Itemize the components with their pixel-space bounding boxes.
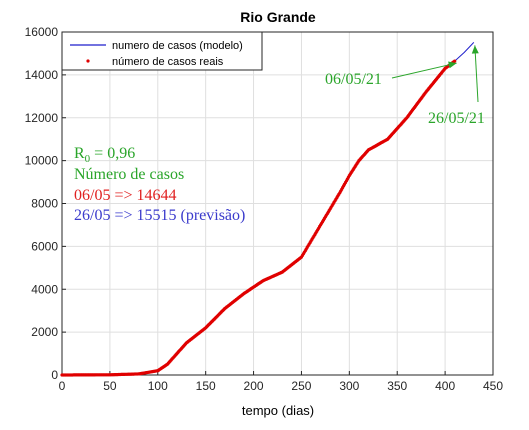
info-block: R0 = 0,96 Número de casos 06/05 => 14644… bbox=[74, 145, 245, 224]
y-tick-label: 16000 bbox=[25, 25, 59, 39]
x-tick-label: 0 bbox=[59, 379, 66, 393]
y-tick-label: 10000 bbox=[25, 154, 59, 168]
y-tick-label: 2000 bbox=[31, 325, 58, 339]
annotation-arrow-forecast-head bbox=[471, 45, 479, 54]
x-tick-label: 100 bbox=[148, 379, 168, 393]
annotation-date-actual: 06/05/21 bbox=[325, 71, 382, 88]
axis-ticks: 0 50 100 150 200 250 300 350 400 450 0 2000 4000 6000… bbox=[25, 25, 504, 393]
r0-value: = 0,96 bbox=[90, 145, 135, 162]
cases-actual-line: 06/05 => 14644 bbox=[74, 187, 177, 204]
y-tick-label: 4000 bbox=[31, 282, 58, 296]
x-tick-label: 50 bbox=[103, 379, 117, 393]
x-tick-label: 300 bbox=[339, 379, 359, 393]
r0-subscript: 0 bbox=[85, 153, 91, 165]
chart-title: Rio Grande bbox=[240, 9, 316, 25]
annotations: 06/05/21 26/05/21 bbox=[325, 45, 485, 127]
cases-heading: Número de casos bbox=[74, 166, 184, 183]
legend: numero de casos (modelo) número de casos… bbox=[61, 31, 263, 71]
x-tick-label: 150 bbox=[196, 379, 216, 393]
r0-main: R bbox=[74, 145, 85, 162]
x-axis-label: tempo (dias) bbox=[242, 403, 314, 418]
cases-forecast-line: 26/05 => 15515 (previsão) bbox=[74, 207, 245, 224]
series-points-reais bbox=[60, 59, 457, 377]
y-tick-label: 12000 bbox=[25, 111, 59, 125]
x-tick-label: 350 bbox=[387, 379, 407, 393]
annotation-arrow-forecast bbox=[474, 45, 479, 103]
y-tick-label: 0 bbox=[51, 368, 58, 382]
grid bbox=[62, 32, 493, 375]
y-tick-label: 14000 bbox=[25, 68, 59, 82]
data-point-reais bbox=[453, 59, 457, 63]
legend-label-modelo: numero de casos (modelo) bbox=[112, 40, 243, 52]
x-tick-label: 400 bbox=[435, 379, 455, 393]
annotation-date-forecast: 26/05/21 bbox=[428, 110, 485, 127]
x-tick-label: 250 bbox=[291, 379, 311, 393]
r0-label: R0 = 0,96 bbox=[74, 145, 135, 165]
x-tick-label: 450 bbox=[483, 379, 503, 393]
x-tick-label: 200 bbox=[244, 379, 264, 393]
legend-box bbox=[61, 31, 263, 71]
annotation-arrows bbox=[391, 45, 479, 103]
legend-label-reais: número de casos reais bbox=[112, 56, 224, 68]
legend-dot-marker bbox=[86, 59, 90, 63]
annotation-arrow-actual-head bbox=[448, 61, 457, 69]
series-layer bbox=[60, 42, 475, 377]
y-tick-label: 8000 bbox=[31, 197, 58, 211]
y-tick-label: 6000 bbox=[31, 239, 58, 253]
annotation-arrow-actual bbox=[391, 62, 457, 79]
